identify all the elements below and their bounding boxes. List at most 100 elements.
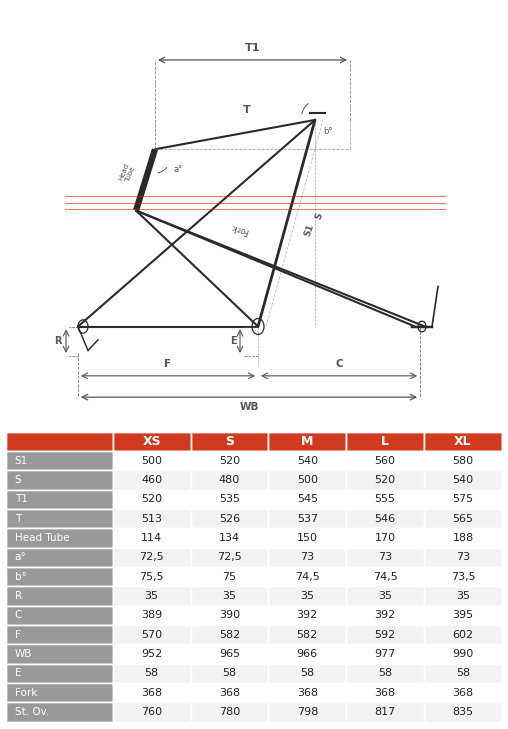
- Text: 540: 540: [297, 456, 318, 466]
- Bar: [190, 509, 268, 529]
- Text: R: R: [54, 336, 62, 346]
- Text: 570: 570: [141, 630, 162, 639]
- Text: 58: 58: [300, 668, 314, 679]
- Text: 73,5: 73,5: [451, 572, 475, 582]
- Bar: [113, 470, 190, 490]
- Text: F: F: [165, 359, 172, 369]
- Bar: [346, 547, 424, 567]
- Bar: [6, 490, 113, 509]
- Bar: [268, 663, 346, 683]
- Bar: [268, 509, 346, 529]
- Text: F: F: [15, 630, 20, 639]
- Bar: [424, 625, 502, 644]
- Text: 35: 35: [300, 591, 314, 601]
- Bar: [424, 509, 502, 529]
- Bar: [268, 432, 346, 451]
- Bar: [346, 509, 424, 529]
- Bar: [190, 683, 268, 702]
- Text: 72,5: 72,5: [139, 553, 164, 562]
- Bar: [190, 451, 268, 470]
- Bar: [6, 547, 113, 567]
- Text: E: E: [230, 336, 237, 346]
- Bar: [346, 529, 424, 547]
- Bar: [346, 625, 424, 644]
- Bar: [6, 625, 113, 644]
- Text: 520: 520: [219, 456, 240, 466]
- Text: T: T: [243, 105, 251, 114]
- Bar: [113, 490, 190, 509]
- Text: 817: 817: [374, 707, 396, 717]
- Text: E: E: [15, 668, 21, 679]
- Text: a°: a°: [173, 165, 182, 174]
- Text: 760: 760: [141, 707, 162, 717]
- Bar: [6, 644, 113, 663]
- Text: S: S: [314, 212, 325, 221]
- Text: 35: 35: [223, 591, 236, 601]
- Text: b°: b°: [323, 127, 333, 136]
- Text: 58: 58: [378, 668, 392, 679]
- Bar: [346, 606, 424, 625]
- Text: S1: S1: [303, 222, 316, 238]
- Text: S: S: [225, 434, 234, 448]
- Text: Fork: Fork: [15, 687, 37, 698]
- Text: 480: 480: [219, 475, 240, 485]
- Bar: [346, 490, 424, 509]
- Text: a°: a°: [15, 553, 26, 562]
- Text: T: T: [15, 514, 21, 523]
- Bar: [424, 586, 502, 606]
- Text: 592: 592: [374, 630, 396, 639]
- Text: 535: 535: [219, 494, 240, 504]
- Text: 560: 560: [374, 456, 396, 466]
- Bar: [268, 644, 346, 663]
- Text: M: M: [301, 434, 313, 448]
- Text: XL: XL: [454, 434, 472, 448]
- Bar: [190, 586, 268, 606]
- Bar: [190, 567, 268, 586]
- Text: 150: 150: [297, 533, 318, 543]
- Text: 460: 460: [141, 475, 162, 485]
- Bar: [268, 451, 346, 470]
- Bar: [113, 606, 190, 625]
- Text: 835: 835: [453, 707, 473, 717]
- Bar: [424, 547, 502, 567]
- Text: 537: 537: [297, 514, 318, 523]
- Bar: [190, 529, 268, 547]
- Text: WB: WB: [239, 402, 259, 413]
- Bar: [6, 567, 113, 586]
- Text: 58: 58: [145, 668, 158, 679]
- Bar: [424, 451, 502, 470]
- Text: S: S: [15, 475, 21, 485]
- Bar: [424, 644, 502, 663]
- Bar: [113, 451, 190, 470]
- Text: 389: 389: [141, 610, 162, 620]
- Bar: [190, 644, 268, 663]
- Bar: [6, 683, 113, 702]
- Text: 555: 555: [374, 494, 396, 504]
- Bar: [190, 470, 268, 490]
- Text: 520: 520: [141, 494, 162, 504]
- Text: 35: 35: [145, 591, 158, 601]
- Bar: [268, 470, 346, 490]
- Text: 188: 188: [452, 533, 473, 543]
- Bar: [424, 432, 502, 451]
- Text: 395: 395: [453, 610, 473, 620]
- Bar: [190, 625, 268, 644]
- Text: Fork: Fork: [230, 222, 250, 235]
- Bar: [6, 606, 113, 625]
- Text: WB: WB: [15, 649, 32, 659]
- Bar: [6, 529, 113, 547]
- Text: 368: 368: [141, 687, 162, 698]
- Bar: [268, 625, 346, 644]
- Text: 368: 368: [453, 687, 473, 698]
- Text: 520: 520: [374, 475, 396, 485]
- Text: 392: 392: [374, 610, 396, 620]
- Bar: [346, 432, 424, 451]
- Text: 780: 780: [219, 707, 240, 717]
- Text: b°: b°: [15, 572, 26, 582]
- Text: 73: 73: [300, 553, 314, 562]
- Bar: [190, 702, 268, 722]
- Bar: [113, 567, 190, 586]
- Text: 74,5: 74,5: [373, 572, 398, 582]
- Bar: [424, 470, 502, 490]
- Bar: [268, 606, 346, 625]
